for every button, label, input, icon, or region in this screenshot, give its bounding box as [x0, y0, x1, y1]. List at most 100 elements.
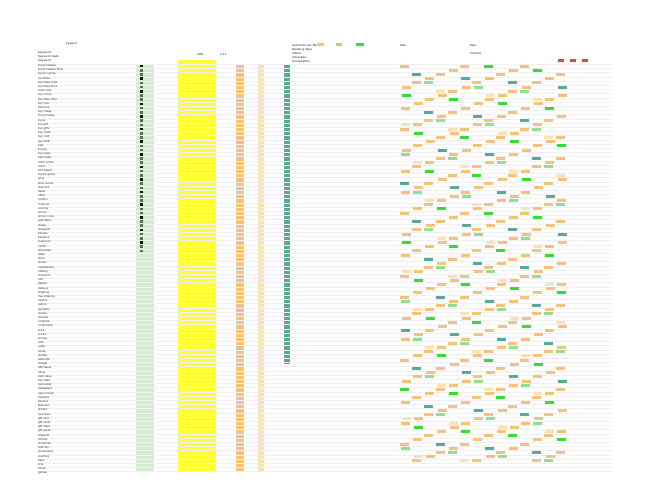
plan-cell[interactable]: [510, 425, 519, 429]
plan-cell[interactable]: [450, 362, 459, 366]
plan-cell[interactable]: [424, 257, 433, 261]
plan-cell[interactable]: [401, 190, 410, 194]
keyword-cell[interactable]: comparison: [38, 324, 54, 328]
plan-cell[interactable]: [546, 371, 555, 375]
plan-cell[interactable]: [425, 169, 434, 173]
checkbox-marker[interactable]: [140, 94, 143, 97]
plan-cell[interactable]: [401, 299, 410, 303]
plan-cell[interactable]: [509, 68, 518, 72]
plan-cell[interactable]: [460, 127, 469, 131]
plan-cell[interactable]: [424, 350, 433, 354]
plan-cell[interactable]: [509, 236, 518, 240]
plan-cell[interactable]: [401, 400, 410, 404]
plan-cell[interactable]: [448, 89, 457, 93]
plan-cell[interactable]: [510, 140, 519, 144]
plan-cell[interactable]: [414, 186, 423, 190]
plan-cell[interactable]: [556, 320, 565, 324]
plan-cell[interactable]: [448, 320, 457, 324]
plan-cell[interactable]: [534, 362, 543, 366]
checkbox-marker[interactable]: [140, 144, 143, 148]
checkbox-marker[interactable]: [140, 157, 143, 160]
plan-cell[interactable]: [400, 358, 409, 362]
plan-cell[interactable]: [498, 102, 507, 106]
plan-cell[interactable]: [462, 194, 471, 198]
plan-cell[interactable]: [510, 362, 519, 366]
keyword-cell[interactable]: top rated: [38, 379, 50, 382]
plan-cell[interactable]: [400, 387, 409, 391]
checkbox-marker[interactable]: [140, 136, 143, 139]
plan-cell[interactable]: [402, 240, 411, 244]
plan-cell[interactable]: [424, 110, 433, 114]
keyword-cell[interactable]: holiday: [38, 437, 48, 441]
plan-cell[interactable]: [498, 177, 507, 181]
checkbox-marker[interactable]: [140, 111, 143, 114]
keyword-cell[interactable]: buy deals: [38, 152, 51, 156]
keyword-cell[interactable]: buying: [38, 148, 47, 151]
plan-cell[interactable]: [413, 438, 422, 442]
plan-cell[interactable]: [556, 156, 565, 160]
plan-cell[interactable]: [413, 123, 422, 127]
plan-cell[interactable]: [544, 341, 553, 345]
keyword-cell[interactable]: catalog: [38, 269, 48, 273]
plan-cell[interactable]: [460, 358, 469, 362]
plan-cell[interactable]: [402, 379, 411, 383]
plan-cell[interactable]: [425, 329, 434, 333]
plan-cell[interactable]: [448, 127, 457, 131]
plan-cell[interactable]: [400, 295, 409, 299]
plan-cell[interactable]: [520, 119, 529, 123]
plan-cell[interactable]: [412, 459, 421, 463]
plan-cell[interactable]: [448, 110, 457, 114]
keyword-cell[interactable]: buy stuff: [38, 139, 50, 143]
plan-cell[interactable]: [461, 282, 470, 286]
plan-cell[interactable]: [402, 148, 411, 152]
plan-cell[interactable]: [556, 366, 565, 370]
plan-cell[interactable]: [510, 287, 519, 291]
plan-cell[interactable]: [544, 413, 553, 417]
plan-cell[interactable]: [521, 253, 530, 257]
plan-cell[interactable]: [412, 165, 421, 169]
plan-cell[interactable]: [484, 119, 493, 123]
plan-cell[interactable]: [521, 354, 530, 358]
plan-cell[interactable]: [546, 287, 555, 291]
plan-cell[interactable]: [412, 81, 421, 85]
plan-cell[interactable]: [460, 165, 469, 169]
plan-cell[interactable]: [498, 93, 507, 97]
plan-cell[interactable]: [414, 425, 423, 429]
checkbox-marker[interactable]: [140, 178, 143, 181]
plan-cell[interactable]: [534, 186, 543, 190]
plan-cell[interactable]: [520, 127, 529, 131]
plan-cell[interactable]: [557, 261, 566, 265]
keyword-cell[interactable]: gift ideas: [38, 425, 50, 429]
keyword-cell[interactable]: coupon: [38, 198, 48, 202]
keyword-cell[interactable]: buy cards: [38, 131, 51, 135]
keyword-cell[interactable]: best deals: [38, 156, 52, 160]
plan-cell[interactable]: [545, 329, 554, 333]
keyword-cell[interactable]: retail: [38, 253, 45, 256]
plan-cell[interactable]: [497, 282, 506, 286]
keyword-cell[interactable]: bargains: [38, 236, 50, 240]
plan-cell[interactable]: [401, 329, 410, 333]
keyword-cell[interactable]: purchased: [38, 169, 52, 172]
checkbox-marker[interactable]: [140, 174, 143, 177]
plan-cell[interactable]: [412, 366, 421, 370]
plan-cell[interactable]: [532, 274, 541, 278]
plan-cell[interactable]: [438, 93, 447, 97]
plan-cell[interactable]: [460, 341, 469, 345]
plan-cell[interactable]: [425, 245, 434, 249]
plan-cell[interactable]: [474, 85, 483, 89]
keyword-cell[interactable]: shop online: [38, 181, 53, 185]
plan-cell[interactable]: [437, 207, 446, 211]
plan-cell[interactable]: [556, 350, 565, 354]
plan-cell[interactable]: [484, 211, 493, 215]
plan-cell[interactable]: [533, 144, 542, 148]
keyword-cell[interactable]: best seller: [38, 383, 52, 387]
checkbox-marker[interactable]: [140, 123, 143, 127]
checkbox-marker[interactable]: [140, 102, 143, 106]
plan-cell[interactable]: [521, 400, 530, 404]
plan-cell[interactable]: [484, 64, 493, 68]
plan-cell[interactable]: [556, 219, 565, 223]
plan-cell[interactable]: [472, 320, 481, 324]
plan-cell[interactable]: [402, 417, 411, 421]
keyword-cell[interactable]: cheap: [38, 223, 46, 227]
keyword-cell[interactable]: coupons: [38, 202, 49, 206]
